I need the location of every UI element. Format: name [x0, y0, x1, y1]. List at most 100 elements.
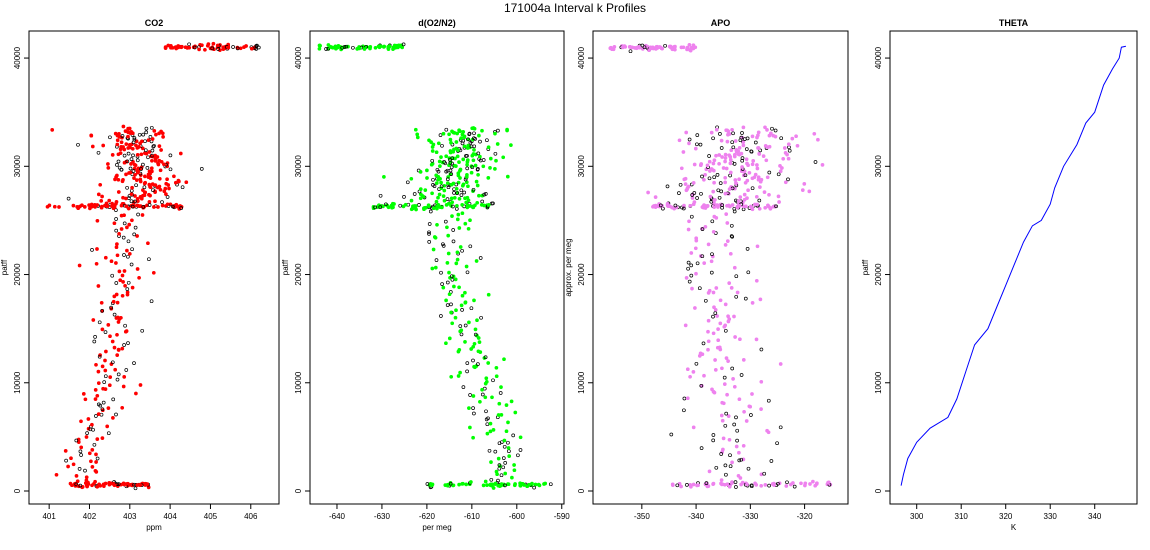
data-point — [173, 180, 178, 185]
data-point — [478, 139, 482, 144]
data-point — [738, 337, 742, 342]
data-point — [718, 321, 723, 326]
data-point — [452, 191, 456, 195]
data-point — [451, 483, 456, 488]
data-point — [469, 306, 474, 311]
data-point — [654, 47, 658, 51]
data-point — [469, 170, 474, 175]
data-point — [114, 261, 118, 265]
data-point — [816, 137, 820, 142]
data-point — [149, 299, 154, 304]
data-point — [460, 308, 464, 312]
data-point — [183, 45, 188, 50]
data-point — [695, 196, 699, 200]
data-point — [532, 485, 536, 490]
data-point — [123, 329, 128, 334]
data-point — [786, 177, 790, 182]
data-point — [156, 162, 161, 167]
x-tick-label: -640 — [329, 512, 346, 521]
data-point — [120, 293, 125, 298]
data-point — [135, 234, 139, 238]
data-point — [475, 183, 480, 188]
data-point — [734, 274, 739, 279]
data-point — [96, 381, 101, 385]
data-point — [478, 154, 482, 159]
data-point — [763, 125, 767, 130]
data-point — [667, 44, 672, 49]
data-point — [706, 339, 711, 344]
data-point — [100, 364, 105, 369]
data-point — [147, 192, 151, 197]
data-point — [130, 185, 134, 190]
data-point — [211, 41, 216, 46]
data-point — [477, 133, 481, 138]
data-point — [687, 137, 692, 142]
data-point — [447, 132, 451, 137]
data-point — [727, 437, 732, 442]
data-point — [100, 308, 105, 313]
data-point — [149, 166, 154, 171]
data-point — [637, 45, 642, 50]
data-point — [132, 176, 136, 180]
x-tick-label: 300 — [910, 512, 924, 521]
data-point — [91, 427, 95, 432]
data-point — [409, 198, 414, 203]
data-point — [466, 226, 471, 231]
data-point — [114, 316, 119, 320]
data-point — [452, 195, 457, 200]
data-point — [103, 330, 108, 334]
data-point — [730, 127, 734, 132]
data-point — [382, 175, 386, 179]
data-point — [136, 203, 140, 208]
data-point — [121, 177, 125, 182]
x-tick-label: -610 — [464, 512, 481, 521]
x-tick-label: -320 — [797, 512, 814, 521]
data-point — [68, 481, 73, 486]
data-point — [465, 361, 470, 365]
data-point — [429, 162, 434, 167]
data-point — [718, 298, 723, 303]
data-point — [765, 145, 770, 150]
data-point — [438, 133, 443, 137]
y-tick-label: 10000 — [874, 371, 883, 394]
data-point — [732, 154, 737, 159]
data-point — [695, 483, 699, 488]
y-tick-label: 20000 — [294, 263, 303, 286]
data-point — [750, 392, 754, 396]
data-point — [129, 188, 134, 193]
data-point — [74, 482, 79, 487]
data-point — [126, 280, 131, 285]
data-point — [467, 320, 471, 325]
data-point — [484, 379, 489, 384]
data-point — [702, 373, 706, 378]
data-point — [165, 177, 169, 182]
data-point — [807, 189, 812, 194]
data-point — [115, 242, 119, 246]
data-point — [445, 197, 450, 201]
data-point — [474, 259, 479, 263]
data-point — [748, 204, 753, 209]
data-point — [463, 221, 468, 226]
data-point — [723, 156, 728, 160]
data-point — [734, 294, 739, 299]
data-point — [454, 308, 458, 313]
data-point — [66, 196, 71, 201]
data-point — [143, 483, 148, 487]
data-point — [443, 219, 448, 224]
data-point — [129, 157, 134, 161]
data-point — [765, 175, 770, 180]
data-point — [502, 444, 507, 449]
data-point — [445, 303, 450, 307]
data-point — [90, 465, 95, 469]
data-point — [490, 483, 494, 488]
data-point — [504, 429, 509, 434]
data-point — [792, 484, 797, 489]
data-point — [686, 184, 691, 189]
data-point — [103, 368, 108, 373]
data-point — [677, 191, 681, 195]
data-point — [135, 158, 140, 163]
data-point — [772, 483, 776, 487]
data-point — [725, 392, 729, 397]
data-point — [91, 318, 96, 322]
data-point — [90, 144, 95, 149]
